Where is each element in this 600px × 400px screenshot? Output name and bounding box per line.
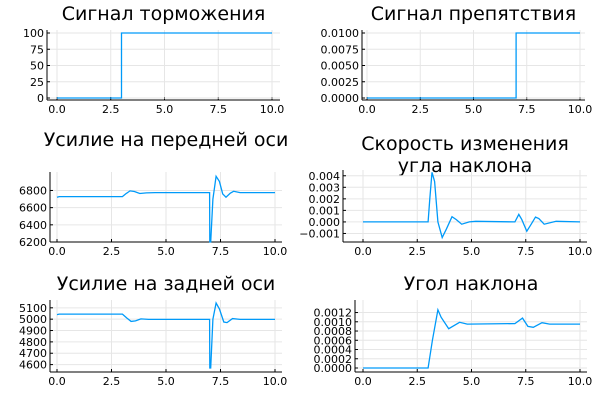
x-tick-label: 5.0 — [463, 245, 481, 258]
series-line — [363, 172, 581, 240]
subplot-title: Усилие на задней оси — [57, 273, 276, 295]
series-line — [56, 301, 275, 369]
series-line — [367, 32, 580, 99]
subplot-title: Угол наклона — [404, 273, 539, 295]
y-tick-label: 100 — [23, 27, 44, 40]
x-tick-label: 5.0 — [465, 103, 483, 116]
x-tick-label: 2.5 — [103, 245, 121, 258]
x-tick-label: 2.5 — [409, 375, 427, 388]
x-tick-label: 7.5 — [212, 245, 230, 258]
y-tick-label: 0.0004 — [314, 344, 353, 357]
x-tick-label: 2.5 — [409, 245, 427, 258]
y-tick-label: 0.0012 — [314, 307, 353, 320]
y-tick-label: 4700 — [19, 347, 47, 360]
y-tick-label: −0.001 — [299, 227, 340, 240]
y-tick-label: 0.0010 — [314, 316, 353, 329]
y-tick-label: 0.0000 — [314, 362, 353, 375]
y-tick-label: 0.0008 — [314, 325, 353, 338]
x-tick-label: 7.5 — [518, 103, 536, 116]
y-tick-label: 0.0002 — [314, 353, 353, 366]
x-tick-label: 10.0 — [568, 245, 593, 258]
subplot-5: Усилие на задней оси 0.0 2.5 5.0 7.5 10.0 4600… — [19, 273, 287, 388]
y-tick-label: 6400 — [19, 219, 47, 232]
series-line — [363, 307, 580, 369]
x-tick-label: 5.0 — [157, 375, 175, 388]
x-tick-label: 10.0 — [568, 103, 593, 116]
x-tick-label: 7.5 — [517, 245, 535, 258]
y-tick-label: 0.0025 — [321, 76, 360, 89]
y-tick-label: 0.002 — [309, 193, 341, 206]
y-tick-label: 6600 — [19, 202, 47, 215]
x-tick-label: 0.0 — [354, 375, 372, 388]
y-tick-label: 50 — [30, 60, 44, 73]
x-tick-label: 5.0 — [157, 245, 175, 258]
x-tick-label: 10.0 — [263, 375, 288, 388]
y-tick-label: 0.0006 — [314, 334, 353, 347]
y-tick-label: 5100 — [19, 302, 47, 315]
y-tick-label: 0.0000 — [321, 92, 360, 105]
x-tick-label: 5.0 — [156, 103, 174, 116]
x-tick-label: 0.0 — [48, 103, 66, 116]
x-tick-label: 0.0 — [354, 245, 372, 258]
x-tick-label: 10.0 — [260, 103, 285, 116]
subplot-title: Скорость изменения угла наклона — [361, 133, 569, 177]
subplot-title: Сигнал препятствия — [371, 3, 576, 25]
y-tick-label: 0.000 — [309, 216, 341, 229]
y-tick-label: 0 — [37, 92, 44, 105]
x-tick-label: 0.0 — [48, 245, 66, 258]
series-line — [56, 174, 275, 243]
x-tick-label: 2.5 — [103, 375, 121, 388]
x-tick-label: 2.5 — [102, 103, 120, 116]
x-tick-label: 5.0 — [463, 375, 481, 388]
subplot-3: Усилие на передней оси 0.0 2.5 5.0 7.5 10.0 62… — [19, 129, 288, 258]
y-tick-label: 5000 — [19, 313, 47, 326]
x-tick-label: 7.5 — [210, 103, 228, 116]
x-tick-label: 10.0 — [568, 375, 593, 388]
y-tick-label: 0.0100 — [321, 27, 360, 40]
y-tick-label: 0.001 — [309, 204, 341, 217]
y-tick-label: 0.004 — [309, 170, 341, 183]
y-tick-label: 6200 — [19, 236, 47, 249]
x-tick-label: 10.0 — [263, 245, 288, 258]
y-tick-label: 0.0075 — [321, 43, 360, 56]
series-line — [57, 32, 272, 99]
x-tick-label: 0.0 — [48, 375, 66, 388]
y-tick-label: 0.003 — [309, 181, 341, 194]
subplot-1: Сигнал торможения 0.0 2.5 5.0 7.5 10.0 0 25 50 75… — [23, 3, 284, 116]
subplot-4: Скорость изменения угла наклона 0.0 2.5 5.0 7… — [299, 133, 592, 258]
y-tick-label: 75 — [30, 43, 44, 56]
x-tick-label: 7.5 — [517, 375, 535, 388]
y-tick-label: 0.0050 — [321, 60, 360, 73]
subplot-6: Угол наклона 0.0 2.5 5.0 7.5 10.0 0.00000.0002… — [314, 273, 593, 388]
y-tick-label: 25 — [30, 76, 44, 89]
y-tick-label: 6800 — [19, 184, 47, 197]
y-tick-label: 4800 — [19, 336, 47, 349]
subplot-2: Сигнал препятствия 0.0 2.5 5.0 7.5 10.0 0.0000… — [321, 3, 593, 116]
x-tick-label: 2.5 — [412, 103, 430, 116]
subplot-title: Усилие на передней оси — [44, 129, 289, 151]
x-tick-label: 0.0 — [358, 103, 376, 116]
subplot-title: Сигнал торможения — [62, 3, 266, 25]
y-tick-label: 4600 — [19, 359, 47, 372]
x-tick-label: 7.5 — [212, 375, 230, 388]
y-tick-label: 4900 — [19, 325, 47, 338]
